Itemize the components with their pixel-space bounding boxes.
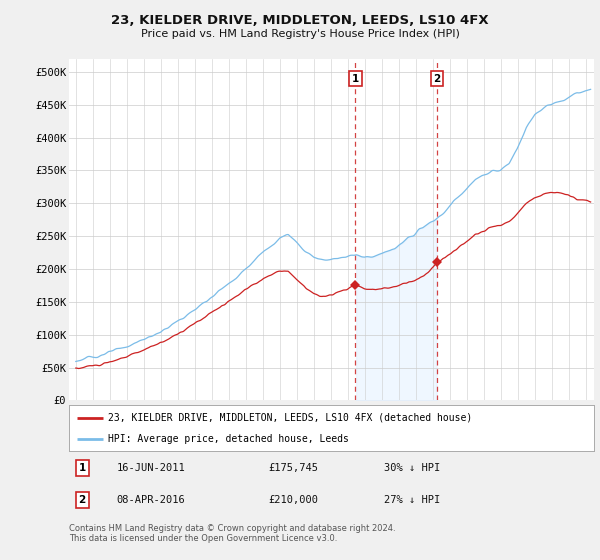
Text: HPI: Average price, detached house, Leeds: HPI: Average price, detached house, Leed… [109, 435, 349, 444]
Text: 23, KIELDER DRIVE, MIDDLETON, LEEDS, LS10 4FX (detached house): 23, KIELDER DRIVE, MIDDLETON, LEEDS, LS1… [109, 413, 473, 423]
Text: £175,745: £175,745 [269, 463, 319, 473]
Text: Contains HM Land Registry data © Crown copyright and database right 2024.
This d: Contains HM Land Registry data © Crown c… [69, 524, 395, 543]
Text: 08-APR-2016: 08-APR-2016 [116, 495, 185, 505]
Text: 30% ↓ HPI: 30% ↓ HPI [384, 463, 440, 473]
Text: Price paid vs. HM Land Registry's House Price Index (HPI): Price paid vs. HM Land Registry's House … [140, 29, 460, 39]
Text: 2: 2 [79, 495, 86, 505]
Text: 1: 1 [352, 73, 359, 83]
Text: 16-JUN-2011: 16-JUN-2011 [116, 463, 185, 473]
Text: 2: 2 [434, 73, 441, 83]
Text: £210,000: £210,000 [269, 495, 319, 505]
Text: 23, KIELDER DRIVE, MIDDLETON, LEEDS, LS10 4FX: 23, KIELDER DRIVE, MIDDLETON, LEEDS, LS1… [111, 14, 489, 27]
Text: 1: 1 [79, 463, 86, 473]
Text: 27% ↓ HPI: 27% ↓ HPI [384, 495, 440, 505]
